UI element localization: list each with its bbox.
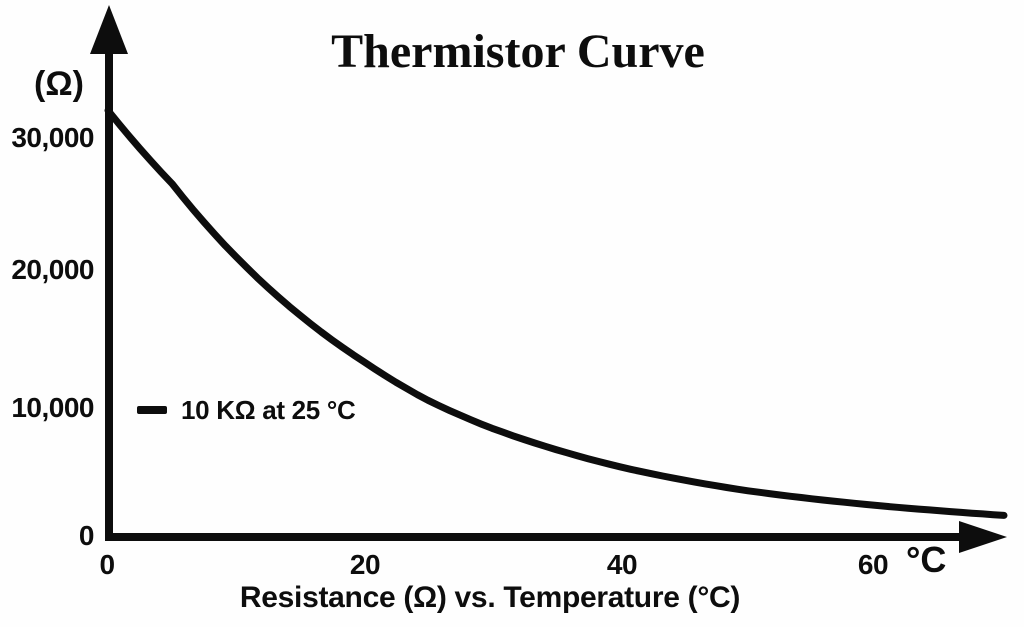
legend-label: 10 KΩ at 25 °C: [181, 395, 356, 425]
x-tick-label-60: 60: [857, 549, 889, 580]
y-tick-label-30000: 30,000: [11, 122, 94, 153]
y-axis-arrowhead-icon: [90, 5, 128, 54]
legend-line-marker-icon: [137, 406, 167, 414]
x-tick-label-20: 20: [349, 549, 381, 580]
y-axis-unit-label: (Ω): [34, 65, 84, 103]
x-tick-label-40: 40: [606, 549, 638, 580]
thermistor-curve-line: [104, 106, 1008, 519]
x-tick-label-0: 0: [99, 549, 115, 580]
chart-caption: Resistance (Ω) vs. Temperature (°C): [239, 581, 741, 614]
legend: 10 KΩ at 25 °C: [137, 394, 356, 426]
y-tick-label-20000: 20,000: [11, 254, 94, 285]
y-tick-label-0: 0: [78, 520, 95, 551]
chart-title: Thermistor Curve: [331, 25, 705, 78]
x-axis-unit-label: °C: [906, 539, 947, 580]
y-tick-label-10000: 10,000: [11, 392, 94, 423]
x-axis-arrowhead-icon: [959, 521, 1007, 553]
